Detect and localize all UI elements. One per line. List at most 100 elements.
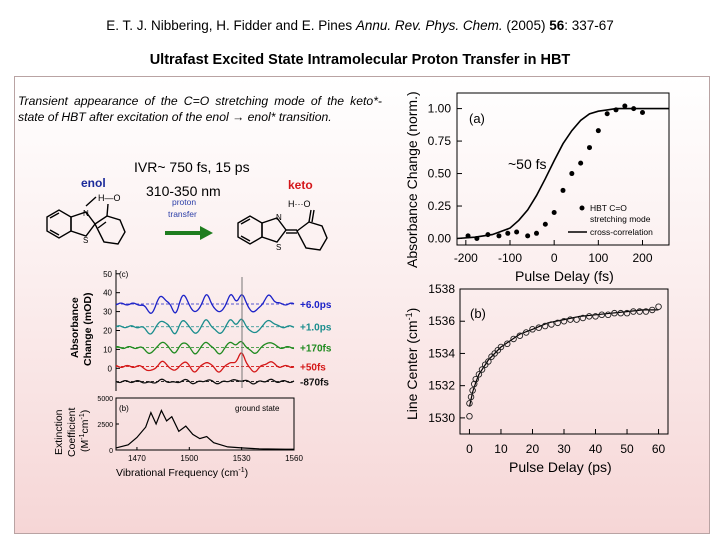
chart-a-frame bbox=[456, 92, 670, 246]
data-point bbox=[474, 236, 480, 242]
legend-entry-1: HBT C=O bbox=[590, 203, 627, 213]
proton-transfer-arrow-icon bbox=[165, 226, 213, 240]
data-point bbox=[522, 329, 530, 336]
data-point bbox=[569, 171, 575, 177]
data-point bbox=[578, 160, 584, 166]
data-point bbox=[475, 371, 483, 378]
chart-b-xlabel: Pulse Delay (ps) bbox=[509, 459, 612, 475]
data-point bbox=[510, 335, 517, 343]
data-point bbox=[631, 106, 637, 112]
citation-pages: : 337-67 bbox=[564, 18, 614, 33]
chart-d-annotation: ground state bbox=[235, 404, 280, 413]
x-tick-label: 30 bbox=[557, 442, 571, 456]
data-point bbox=[630, 308, 637, 315]
enol-n-atom: N bbox=[83, 209, 89, 218]
figure-panel bbox=[14, 76, 710, 534]
x-tick-label: 0 bbox=[551, 251, 558, 265]
data-point bbox=[472, 375, 480, 383]
chart-c-ylabel-2: Change (mOD) bbox=[82, 293, 94, 367]
data-point bbox=[504, 340, 511, 348]
y-tick-label: 10 bbox=[103, 345, 112, 354]
x-tick-label: 1530 bbox=[233, 454, 251, 463]
arrow-label-transfer: transfer bbox=[168, 209, 197, 219]
reaction-scheme: enol keto N S H—O proton transfer bbox=[46, 176, 328, 252]
wavelength-annotation: 310-350 nm bbox=[146, 183, 221, 199]
spectrum-line bbox=[115, 318, 295, 335]
citation-volume: 56 bbox=[549, 18, 565, 33]
data-point bbox=[585, 313, 593, 320]
x-tick-label: 1470 bbox=[128, 454, 146, 463]
x-tick-label: 100 bbox=[588, 251, 608, 265]
y-tick-label: 0 bbox=[109, 448, 113, 455]
data-point bbox=[642, 308, 650, 315]
data-point bbox=[551, 210, 557, 216]
citation-authors: E. T. J. Nibbering, H. Fidder and E. Pin… bbox=[106, 18, 353, 33]
chart-d-ylabel-3: (M-1cm-1) bbox=[79, 410, 91, 452]
data-point bbox=[636, 308, 643, 315]
data-point bbox=[604, 111, 610, 117]
y-tick-label: 1.00 bbox=[428, 102, 452, 116]
chart-c: 0 10 20 30 40 50 (c) +6.0ps +1.0ps +170fs +50fs -… bbox=[69, 270, 332, 391]
data-point bbox=[648, 306, 656, 314]
data-point bbox=[622, 103, 628, 109]
series-label: +1.0ps bbox=[300, 323, 332, 334]
data-point bbox=[598, 311, 606, 319]
x-tick-label: -200 bbox=[454, 251, 478, 265]
spectrum-line bbox=[115, 378, 295, 385]
chart-c-panel-label: (c) bbox=[119, 270, 129, 279]
y-tick-label: 30 bbox=[103, 308, 112, 317]
x-tick-label: 1560 bbox=[285, 454, 303, 463]
data-point bbox=[560, 187, 566, 193]
x-tick-label: 20 bbox=[526, 442, 540, 456]
data-point bbox=[514, 229, 520, 235]
data-point bbox=[554, 319, 561, 327]
y-tick-label: 0.50 bbox=[428, 167, 452, 181]
chart-d-ylabel-1: Extinction bbox=[53, 409, 65, 455]
chart-b-panel-label: (b) bbox=[470, 306, 486, 321]
citation-header: E. T. J. Nibbering, H. Fidder and E. Pin… bbox=[0, 18, 720, 33]
enol-s-atom: S bbox=[83, 236, 88, 245]
y-tick-label: 2500 bbox=[97, 422, 113, 429]
data-point bbox=[466, 400, 473, 407]
data-point bbox=[469, 387, 476, 394]
data-point bbox=[613, 107, 619, 113]
data-point bbox=[560, 317, 568, 325]
legend-marker-dot bbox=[579, 205, 585, 211]
y-tick-label: 50 bbox=[103, 270, 112, 279]
enol-molecule-icon bbox=[46, 196, 126, 245]
series-label: -870fs bbox=[300, 378, 329, 389]
data-point bbox=[485, 232, 491, 238]
data-point bbox=[534, 230, 539, 236]
enol-ho-atoms: H—O bbox=[98, 193, 121, 203]
chart-c-ylabel-1: Absorbance bbox=[69, 297, 81, 358]
y-tick-label: 40 bbox=[103, 289, 112, 298]
data-point bbox=[496, 233, 502, 239]
y-tick-label: 1530 bbox=[428, 411, 455, 425]
data-point bbox=[548, 321, 555, 328]
data-point bbox=[535, 324, 543, 331]
y-tick-label: 0 bbox=[108, 364, 113, 373]
keto-n-atom: N bbox=[276, 213, 282, 222]
data-point bbox=[567, 316, 574, 323]
enol-label: enol bbox=[81, 176, 106, 190]
y-tick-label: 1532 bbox=[428, 379, 455, 393]
series-label: +50fs bbox=[300, 362, 326, 373]
x-tick-label: 60 bbox=[652, 442, 666, 456]
data-point bbox=[655, 303, 662, 310]
data-point bbox=[465, 233, 471, 239]
x-tick-label: 1500 bbox=[180, 454, 198, 463]
data-point bbox=[505, 230, 511, 236]
y-tick-label: 1536 bbox=[428, 314, 455, 328]
chart-a-legend: HBT C=O stretching mode cross-correlatio… bbox=[568, 203, 653, 237]
data-point bbox=[587, 145, 592, 151]
ivr-annotation: IVR~ 750 fs, 15 ps bbox=[134, 159, 250, 175]
chart-d: 1470 1500 1530 1560 0 2500 5000 (b) ground sta… bbox=[53, 396, 303, 479]
data-point bbox=[640, 109, 645, 115]
keto-molecule-icon bbox=[237, 209, 328, 251]
chart-a-xlabel: Pulse Delay (fs) bbox=[515, 268, 614, 284]
chart-b-ylabel: Line Center (cm-1) bbox=[404, 308, 420, 420]
ground-state-line bbox=[115, 409, 294, 450]
data-point bbox=[466, 413, 473, 420]
